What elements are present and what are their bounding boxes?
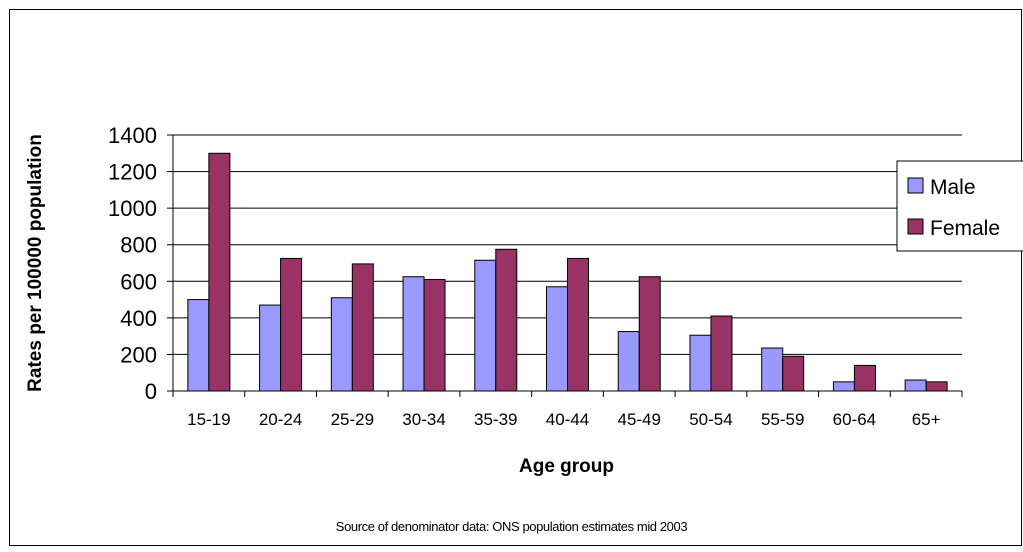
y-tick-label: 1000: [108, 196, 157, 221]
bar-female-50-54: [710, 315, 733, 392]
y-tick-label: 0: [145, 379, 157, 404]
bar-male-55-59: [761, 347, 784, 392]
bar-male-20-24: [259, 304, 282, 392]
legend-label-female: Female: [930, 217, 1000, 240]
y-tick-label: 800: [120, 233, 157, 258]
bar-female-25-29: [351, 263, 374, 392]
bar-female-35-39: [495, 248, 518, 392]
bar-male-35-39: [474, 259, 497, 392]
source-footnote: Source of denominator data: ONS populati…: [335, 519, 688, 534]
bar-male-65+: [904, 379, 927, 392]
bar-male-25-29: [330, 297, 353, 392]
legend-swatch-male: [907, 177, 924, 194]
x-tick-label: 50-54: [689, 410, 732, 429]
x-tick-label: 60-64: [833, 410, 876, 429]
bar-female-30-34: [423, 278, 446, 392]
bar-male-60-64: [832, 381, 855, 392]
x-tick-label: 65+: [912, 410, 941, 429]
x-axis-title: Age group: [519, 456, 614, 477]
x-tick-label: 35-39: [474, 410, 517, 429]
legend-box: [896, 160, 1023, 252]
y-tick-label: 600: [120, 269, 157, 294]
y-tick-label: 400: [120, 306, 157, 331]
bar-male-45-49: [617, 331, 640, 392]
y-tick-label: 200: [120, 342, 157, 367]
bar-female-20-24: [280, 257, 303, 392]
bar-female-15-19: [208, 152, 231, 392]
x-tick-label: 30-34: [402, 410, 445, 429]
legend-swatch-female: [907, 218, 924, 235]
legend-label-male: Male: [930, 176, 976, 199]
x-tick-label: 20-24: [259, 410, 302, 429]
y-axis-title: Rates per 100000 population: [25, 134, 46, 392]
x-tick-label: 45-49: [617, 410, 660, 429]
x-tick-label: 25-29: [331, 410, 374, 429]
x-tick-label: 55-59: [761, 410, 804, 429]
bar-female-45-49: [638, 276, 661, 392]
y-tick-label: 1400: [108, 123, 157, 148]
bar-male-15-19: [187, 299, 210, 392]
bar-female-65+: [925, 381, 948, 392]
bar-male-30-34: [402, 276, 425, 392]
bar-male-40-44: [546, 286, 568, 392]
x-tick-label: 40-44: [546, 410, 589, 429]
bar-female-60-64: [853, 364, 876, 392]
bar-female-40-44: [567, 257, 589, 392]
bar-female-55-59: [782, 355, 805, 392]
bar-male-50-54: [689, 334, 712, 392]
y-tick-label: 1200: [108, 160, 157, 185]
x-tick-label: 15-19: [187, 410, 230, 429]
